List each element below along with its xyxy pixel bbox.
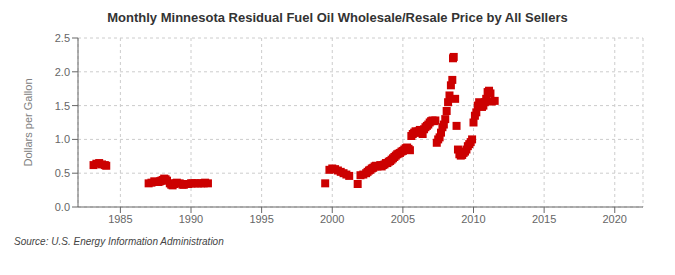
svg-text:2005: 2005 (391, 213, 415, 225)
svg-text:2000: 2000 (320, 213, 344, 225)
svg-text:2010: 2010 (461, 213, 485, 225)
svg-text:2020: 2020 (603, 213, 627, 225)
svg-text:Dollars per Gallon: Dollars per Gallon (22, 78, 34, 166)
html-text:Source: U.S. Energy Informatio: Source: U.S. Energy Information Administ… (14, 236, 224, 247)
svg-text:1.5: 1.5 (55, 100, 70, 112)
svg-text:1985: 1985 (108, 213, 132, 225)
svg-text:2015: 2015 (532, 213, 556, 225)
svg-text:0.5: 0.5 (55, 167, 70, 179)
html-text:Monthly Minnesota Residual Fue: Monthly Minnesota Residual Fuel Oil Whol… (107, 10, 568, 25)
svg-text:2.5: 2.5 (55, 32, 70, 44)
svg-text:1995: 1995 (249, 213, 273, 225)
svg-text:0.0: 0.0 (55, 201, 70, 213)
svg-text:1.0: 1.0 (55, 133, 70, 145)
svg-text:2.0: 2.0 (55, 66, 70, 78)
svg-text:1990: 1990 (179, 213, 203, 225)
